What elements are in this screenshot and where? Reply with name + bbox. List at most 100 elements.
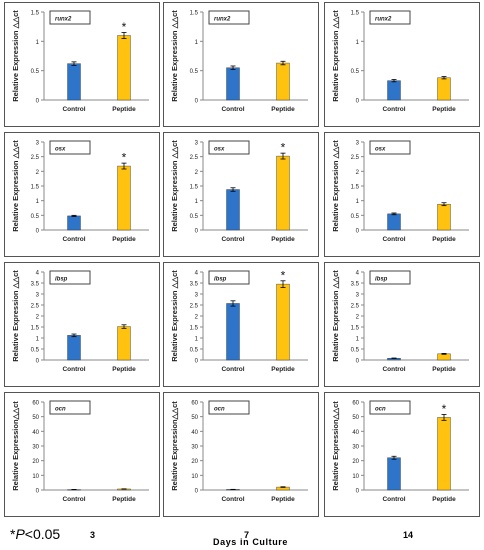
gene-label: runx2 xyxy=(375,17,392,23)
category-label: Peptide xyxy=(271,106,295,113)
y-tick-label: 0 xyxy=(195,489,199,495)
category-label: Control xyxy=(382,366,405,373)
y-tick-label: 0.5 xyxy=(351,348,360,354)
y-tick-label: 0.5 xyxy=(190,214,199,220)
bar-peptide xyxy=(276,283,290,361)
significance-note: *P<0.05 xyxy=(10,526,60,542)
y-tick-label: 3 xyxy=(356,141,360,147)
category-label: Control xyxy=(382,106,405,113)
bar-control xyxy=(387,213,401,231)
category-label: Peptide xyxy=(112,106,136,113)
category-label: Peptide xyxy=(112,366,136,373)
y-tick-label: 0 xyxy=(36,359,40,365)
y-tick-label: 1.5 xyxy=(31,185,40,191)
y-tick-label: 3.5 xyxy=(31,282,40,288)
significance-prefix: * xyxy=(10,526,16,542)
chart-panel-ocn-day-14: 0 10 20 30 40 50 60 Relative Expression△△ct ocn C… xyxy=(324,392,480,517)
y-tick-label: 60 xyxy=(32,401,39,407)
y-tick-label: 2.5 xyxy=(190,304,199,310)
y-tick-label: 20 xyxy=(352,459,359,465)
significance-p: P xyxy=(15,526,25,542)
y-tick-label: 0.5 xyxy=(31,348,40,354)
y-tick-label: 1 xyxy=(356,40,360,46)
chart-panel-ocn-day-7: 0 10 20 30 40 50 60 Relative Expression△△ct ocn C… xyxy=(163,392,319,517)
bar-peptide xyxy=(437,77,451,101)
y-tick-label: 1.5 xyxy=(31,326,40,332)
y-tick-label: 1 xyxy=(36,337,40,343)
significance-asterisk: * xyxy=(122,20,127,34)
y-tick-label: 30 xyxy=(191,445,198,451)
y-tick-label: 1.5 xyxy=(351,185,360,191)
y-axis-label: Relative Expression △△ct xyxy=(170,270,179,362)
y-tick-label: 0 xyxy=(356,359,360,365)
y-tick-label: 1 xyxy=(195,199,199,205)
y-axis-label: Relative Expression △△ct xyxy=(11,10,20,102)
y-tick-label: 3 xyxy=(195,293,199,299)
y-tick-label: 50 xyxy=(32,415,39,421)
y-tick-label: 0 xyxy=(195,99,199,105)
y-tick-label: 40 xyxy=(352,430,359,436)
y-tick-label: 40 xyxy=(32,430,39,436)
y-tick-label: 0 xyxy=(356,489,360,495)
significance-asterisk: * xyxy=(281,141,286,155)
gene-label: osx xyxy=(214,147,225,153)
y-tick-label: 40 xyxy=(191,430,198,436)
y-tick-label: 1.5 xyxy=(190,185,199,191)
y-tick-label: 0 xyxy=(356,99,360,105)
bar-peptide xyxy=(117,165,131,231)
y-tick-label: 10 xyxy=(191,474,198,480)
bar-control xyxy=(226,189,240,231)
category-label: Control xyxy=(221,236,244,243)
gene-label: runx2 xyxy=(55,17,72,23)
y-axis-label: Relative Expression △△ct xyxy=(331,270,340,362)
chart-panel-ibsp-day-14: 0 0.5 1 1.5 2 2.5 3 3.5 4 Relative Expression △△c… xyxy=(324,262,480,387)
y-tick-label: 0 xyxy=(36,99,40,105)
category-label: Peptide xyxy=(271,366,295,373)
y-tick-label: 2 xyxy=(356,315,360,321)
y-tick-label: 1 xyxy=(36,40,40,46)
gene-label-box xyxy=(369,400,411,415)
y-tick-label: 2.5 xyxy=(351,155,360,161)
y-tick-label: 1 xyxy=(356,337,360,343)
y-tick-label: 4 xyxy=(356,271,360,277)
bar-control xyxy=(67,63,81,101)
gene-label: ocn xyxy=(55,407,66,413)
gene-label: ocn xyxy=(214,407,225,413)
chart-panel-runx2-day-14: 0 0.5 1 1.5 Relative Expression △△ct runx2 Con… xyxy=(324,2,480,127)
day-label-3: 3 xyxy=(90,530,96,540)
category-label: Peptide xyxy=(432,496,456,503)
category-label: Peptide xyxy=(432,106,456,113)
chart-panel-ibsp-day-7: 0 0.5 1 1.5 2 2.5 3 3.5 4 Relative Expression △△c… xyxy=(163,262,319,387)
gene-label-box xyxy=(49,270,91,285)
y-tick-label: 1.5 xyxy=(190,11,199,17)
category-label: Control xyxy=(382,496,405,503)
category-label: Control xyxy=(221,366,244,373)
y-tick-label: 1 xyxy=(36,199,40,205)
y-axis-label: Relative Expression △△ct xyxy=(331,10,340,102)
y-axis-label: Relative Expression △△ct xyxy=(11,140,20,232)
y-tick-label: 2 xyxy=(36,315,40,321)
y-tick-label: 3.5 xyxy=(190,282,199,288)
y-tick-label: 0 xyxy=(195,359,199,365)
y-tick-label: 0.5 xyxy=(351,214,360,220)
y-tick-label: 2.5 xyxy=(190,155,199,161)
gene-label-box xyxy=(369,10,411,25)
day-label-7: 7 xyxy=(244,530,250,540)
gene-label: ibsp xyxy=(55,277,68,283)
day-label-14: 14 xyxy=(403,530,414,540)
category-label: Control xyxy=(382,236,405,243)
y-tick-label: 60 xyxy=(191,401,198,407)
gene-label: runx2 xyxy=(214,17,231,23)
y-tick-label: 50 xyxy=(352,415,359,421)
y-tick-label: 1.5 xyxy=(190,326,199,332)
y-tick-label: 30 xyxy=(32,445,39,451)
category-label: Control xyxy=(62,236,85,243)
y-tick-label: 2 xyxy=(36,170,40,176)
y-axis-label: Relative Expression △△ct xyxy=(331,140,340,232)
chart-panel-runx2-day-3: 0 0.5 1 1.5 Relative Expression △△ct runx2 Con… xyxy=(4,2,160,127)
y-tick-label: 3 xyxy=(356,293,360,299)
y-tick-label: 4 xyxy=(36,271,40,277)
bar-control xyxy=(67,215,81,231)
category-label: Peptide xyxy=(112,236,136,243)
